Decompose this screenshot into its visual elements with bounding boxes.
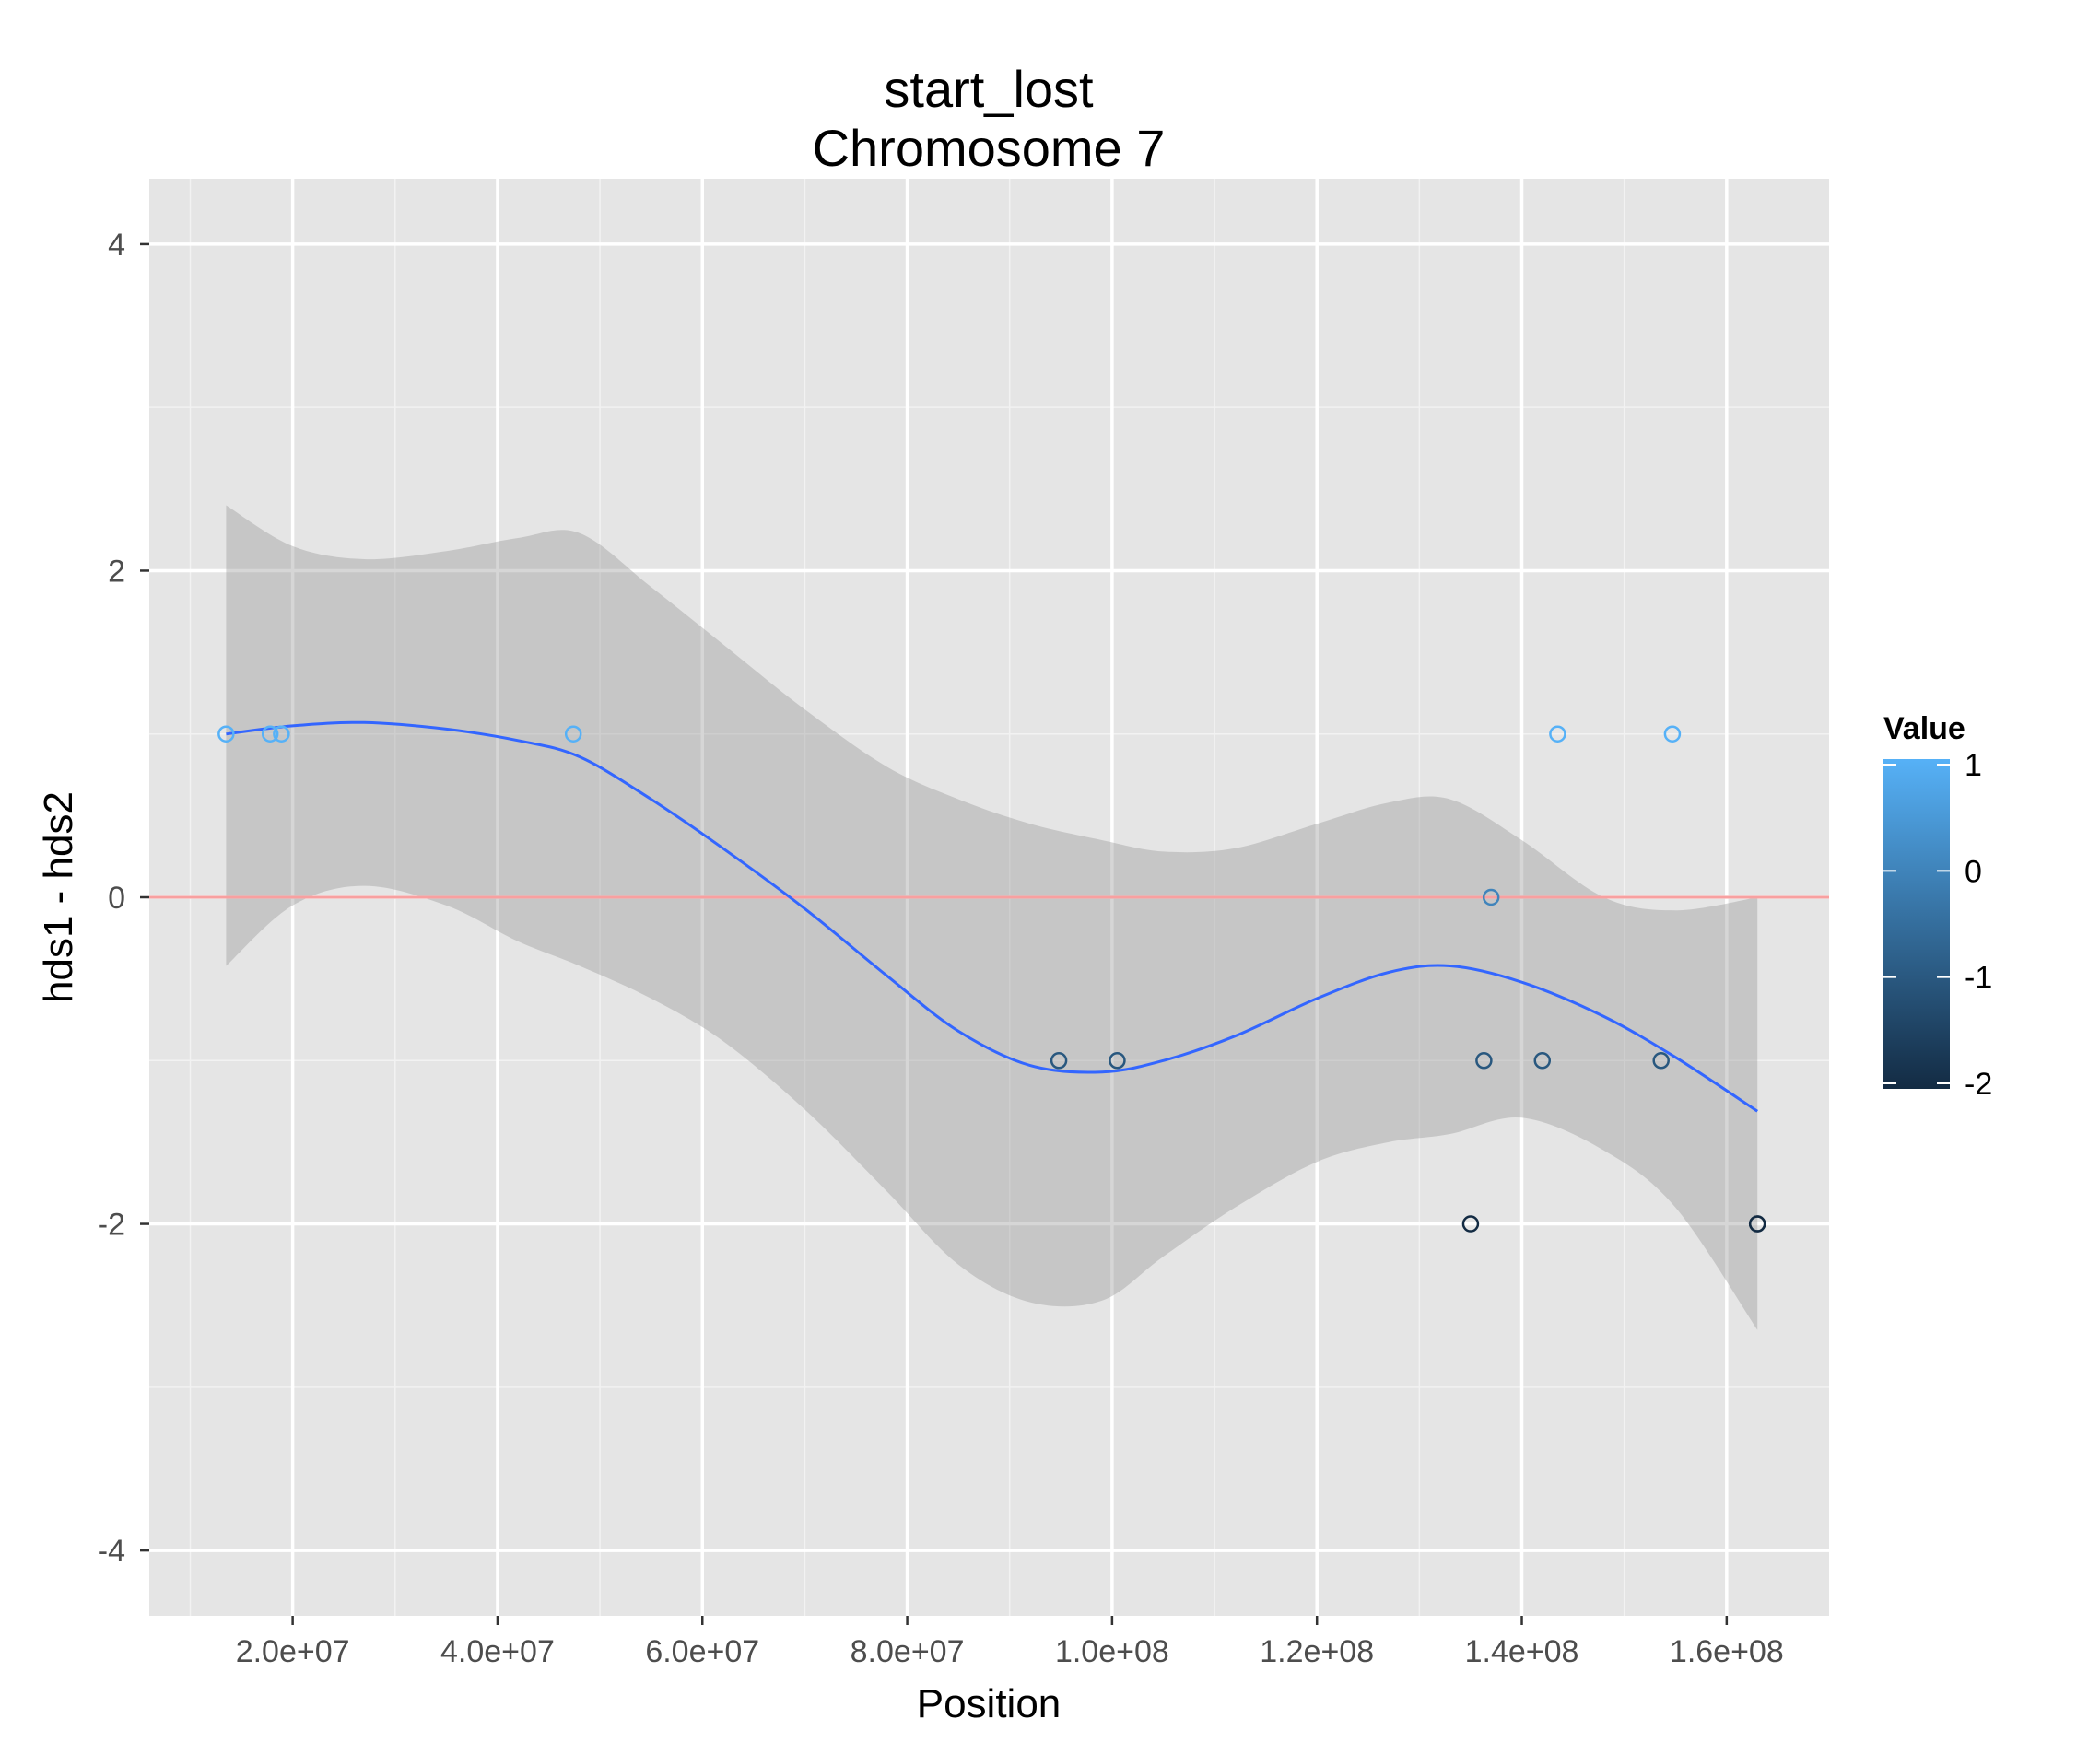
legend-ticks: 1 0 -1 -2 <box>1883 748 1992 1102</box>
data-point <box>1748 1215 1766 1233</box>
data-points <box>217 725 1766 1233</box>
smooth-curve <box>226 720 1759 1113</box>
x-tick-label: 2.0e+07 <box>236 1634 350 1669</box>
y-tick-label: -2 <box>98 1208 125 1243</box>
legend-tick-label: 1 <box>1965 748 1982 783</box>
legend: Value 1 0 -1 -2 <box>1883 711 1992 1102</box>
x-tick-label: 1.2e+08 <box>1260 1634 1374 1669</box>
data-point <box>1663 725 1682 743</box>
legend-tick-label: 0 <box>1965 854 1982 889</box>
y-tick-label: 4 <box>108 228 125 263</box>
data-point <box>1549 725 1566 743</box>
smooth-line <box>226 720 1759 1113</box>
x-tick-label: 8.0e+07 <box>851 1634 965 1669</box>
data-point <box>1475 1052 1493 1070</box>
confidence-band <box>226 505 1758 1330</box>
chart-subtitle: Chromosome 7 <box>813 119 1166 177</box>
data-point <box>261 725 279 743</box>
x-tick-label: 1.0e+08 <box>1055 1634 1169 1669</box>
legend-tick-label: -1 <box>1965 961 1992 996</box>
chart-title: start_lost <box>884 60 1094 118</box>
y-tick-label: 2 <box>108 554 125 589</box>
x-tick-label: 1.4e+08 <box>1465 1634 1579 1669</box>
data-point <box>1461 1215 1480 1233</box>
y-tick-label: -4 <box>98 1534 125 1569</box>
data-point <box>564 725 582 743</box>
data-point <box>1109 1052 1126 1070</box>
data-point <box>217 725 235 743</box>
x-tick-label: 6.0e+07 <box>645 1634 759 1669</box>
legend-tick-label: -2 <box>1965 1067 1992 1102</box>
x-tick-label: 1.6e+08 <box>1670 1634 1784 1669</box>
x-tick-label: 4.0e+07 <box>440 1634 555 1669</box>
legend-colorbar <box>1883 759 1950 1089</box>
data-point <box>1652 1052 1670 1070</box>
confidence-ribbon <box>226 505 1758 1330</box>
y-axis-ticks: -4 -2 0 2 4 <box>98 228 149 1569</box>
x-axis-ticks: 2.0e+07 4.0e+07 6.0e+07 8.0e+07 1.0e+08 1.2e+… <box>236 1616 1784 1669</box>
legend-title: Value <box>1883 711 1965 746</box>
data-point <box>1050 1052 1068 1070</box>
data-point <box>1533 1052 1552 1070</box>
x-axis-title: Position <box>917 1681 1062 1726</box>
data-point <box>273 725 290 743</box>
y-tick-label: 0 <box>108 881 125 916</box>
data-point <box>1482 888 1500 906</box>
y-axis-title: hds1 - hds2 <box>36 791 81 1003</box>
